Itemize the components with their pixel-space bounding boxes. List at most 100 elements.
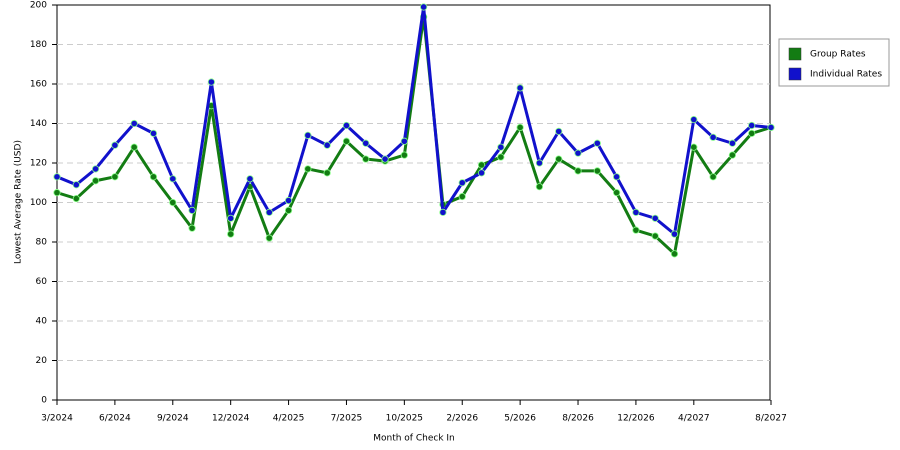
x-tick-label: 8/2027 [755, 414, 787, 424]
data-point [497, 143, 505, 151]
data-point [670, 250, 679, 258]
data-point [342, 137, 351, 145]
data-point [227, 214, 235, 222]
data-point [91, 177, 100, 185]
data-point [477, 161, 486, 169]
data-point [323, 169, 331, 177]
plot-area [56, 4, 771, 401]
y-tick-label: 20 [36, 356, 48, 366]
data-point [593, 139, 601, 147]
data-point [458, 192, 466, 201]
y-tick-label: 0 [41, 396, 47, 406]
data-point [728, 151, 737, 159]
legend-label: Group Rates [810, 50, 866, 60]
data-point [265, 234, 273, 242]
data-point [439, 208, 447, 216]
y-tick-label: 60 [36, 277, 48, 287]
y-tick-label: 160 [30, 80, 47, 90]
data-point [690, 115, 698, 124]
data-point [535, 183, 544, 191]
y-axis-label: Lowest Average Rate (USD) [14, 140, 24, 264]
data-point [72, 181, 80, 189]
data-point [709, 133, 717, 141]
data-point [516, 84, 524, 92]
data-point [458, 179, 466, 187]
y-tick-label: 120 [30, 159, 47, 169]
data-point [130, 119, 138, 128]
x-tick-label: 8/2026 [562, 414, 594, 424]
y-tick-label: 40 [36, 317, 48, 327]
data-point [72, 194, 80, 203]
data-point [651, 214, 659, 222]
data-point [613, 189, 621, 197]
data-point [304, 165, 312, 173]
data-point [420, 3, 428, 11]
data-point [130, 143, 138, 151]
data-point [53, 173, 61, 181]
legend-swatch [788, 67, 802, 81]
x-axis-label: Month of Check In [373, 434, 455, 444]
legend-label: Individual Rates [810, 70, 882, 80]
y-tick-label: 200 [30, 1, 47, 11]
legend-swatch [788, 47, 802, 61]
y-tick-label: 80 [36, 238, 48, 248]
data-point [169, 175, 177, 183]
data-point [188, 206, 196, 214]
data-point [111, 141, 119, 149]
data-point [91, 165, 100, 173]
data-point [613, 173, 621, 181]
y-tick-label: 100 [30, 198, 47, 208]
data-point [207, 78, 215, 86]
x-tick-label: 2/2026 [446, 414, 478, 424]
x-tick-label: 9/2024 [157, 414, 189, 424]
data-point [342, 121, 351, 130]
data-point [284, 196, 293, 205]
data-point [748, 121, 756, 130]
x-tick-label: 12/2026 [617, 414, 655, 424]
data-point [574, 149, 582, 157]
x-tick-label: 7/2025 [331, 414, 363, 424]
data-point [748, 129, 756, 137]
data-point [400, 137, 408, 145]
data-point [670, 230, 679, 238]
data-point [227, 230, 235, 238]
data-point [149, 129, 158, 137]
data-point [535, 159, 544, 167]
data-point [632, 208, 640, 216]
data-point [690, 143, 698, 151]
data-point [593, 167, 601, 175]
data-point [149, 173, 158, 181]
data-point [381, 155, 389, 163]
data-point [169, 198, 177, 207]
x-tick-label: 6/2024 [99, 414, 131, 424]
data-point [362, 155, 370, 163]
data-point [304, 131, 312, 139]
x-tick-label: 5/2026 [504, 414, 536, 424]
x-tick-label: 10/2025 [386, 414, 423, 424]
data-point [767, 123, 775, 132]
data-point [400, 151, 408, 159]
data-point [574, 167, 582, 175]
x-tick-label: 4/2027 [678, 414, 710, 424]
data-point [728, 139, 737, 147]
data-point [53, 189, 61, 197]
data-point [497, 153, 505, 161]
data-point [555, 155, 563, 163]
data-point [555, 127, 563, 135]
data-point [246, 175, 254, 183]
data-point [477, 169, 486, 177]
data-point [362, 139, 370, 147]
data-point [323, 141, 331, 149]
data-point [111, 173, 119, 181]
data-point [265, 208, 273, 216]
y-tick-label: 140 [30, 119, 47, 129]
data-point [651, 232, 659, 240]
data-point [188, 224, 196, 232]
x-tick-label: 3/2024 [41, 414, 73, 424]
x-tick-label: 4/2025 [273, 414, 305, 424]
y-tick-label: 180 [30, 40, 47, 50]
data-point [284, 206, 293, 214]
data-point [632, 226, 640, 234]
data-point [709, 173, 717, 181]
